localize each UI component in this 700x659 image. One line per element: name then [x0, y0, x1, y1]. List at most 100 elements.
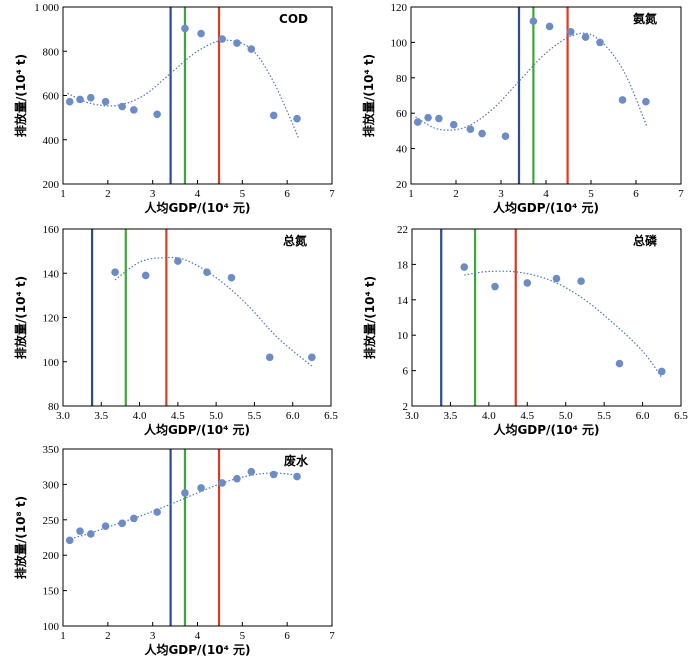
data-point-2	[76, 527, 84, 535]
fit-curve	[415, 32, 648, 131]
data-point-9	[545, 22, 554, 31]
data-point-4	[101, 97, 110, 106]
x-tick-label: 5.0	[559, 410, 573, 422]
x-tick-label: 3.0	[56, 410, 70, 422]
data-point-10	[566, 27, 575, 36]
y-tick-label: 80	[48, 401, 60, 413]
data-point-1	[460, 263, 469, 271]
data-point-9	[197, 29, 205, 38]
data-point-2	[141, 271, 150, 280]
y-tick-label: 20	[396, 179, 408, 191]
plot-frame	[410, 6, 682, 185]
x-tick-label: 4	[543, 188, 549, 200]
x-tick-label: 5	[240, 630, 246, 642]
x-tick-label: 4.0	[133, 410, 147, 422]
panel-title: COD	[279, 12, 308, 26]
data-point-3	[435, 114, 443, 123]
x-tick-label: 2	[105, 188, 111, 200]
data-point-7	[657, 367, 666, 376]
plot-frame	[411, 228, 682, 407]
y-axis-label: 排放量/(10⁸ t)	[13, 496, 28, 579]
x-tick-label: 5.5	[248, 410, 262, 422]
data-point-6	[130, 514, 138, 523]
panel-title: 总氮	[283, 233, 307, 248]
data-point-3	[86, 93, 95, 102]
data-point-13	[618, 96, 627, 104]
y-tick-label: 22	[397, 224, 408, 236]
data-point-7	[153, 508, 161, 516]
x-tick-label: 7	[678, 188, 684, 200]
x-tick-label: 4.0	[482, 410, 496, 422]
data-point-1	[65, 97, 74, 106]
y-tick-label: 60	[396, 108, 408, 120]
data-point-4	[203, 268, 211, 276]
y-tick-label: 10	[397, 330, 409, 342]
x-tick-label: 7	[329, 630, 335, 642]
data-point-11	[233, 474, 241, 483]
x-tick-label: 5	[588, 188, 594, 200]
y-tick-label: 350	[43, 444, 60, 456]
data-point-4	[101, 522, 110, 530]
x-tick-label: 3	[150, 188, 156, 200]
fit-curve	[114, 256, 313, 367]
x-tick-label: 4	[195, 630, 201, 642]
data-point-6	[265, 353, 274, 362]
y-axis-label: 排放量/(10⁴ t)	[362, 276, 377, 359]
x-tick-label: 2	[453, 188, 459, 200]
data-point-11	[581, 33, 590, 41]
x-tick-label: 4	[195, 188, 201, 200]
x-tick-label: 3	[150, 630, 156, 642]
y-tick-label: 400	[43, 135, 60, 147]
data-point-7	[153, 110, 161, 119]
x-tick-label: 3.5	[94, 410, 108, 422]
x-axis-label: 人均GDP/(10⁴ 元)	[493, 200, 599, 215]
data-point-8	[529, 17, 538, 25]
y-tick-label: 100	[43, 621, 60, 633]
panel-title: 总磷	[633, 233, 658, 248]
chart-panel-1: 1 2 3 4 5 6 7 200 400 600 800 1 000 COD 人均GDP/(10⁴ 元)…	[13, 2, 335, 215]
x-tick-label: 4.5	[171, 410, 185, 422]
data-point-1	[111, 268, 119, 276]
x-axis-label: 人均GDP/(10⁴ 元)	[144, 642, 250, 657]
chart-panel-4: 3.0 3.5 4.0 4.5 5.0 5.5 6.0 6.5 2 6 10 14 18 22 总磷人均GD…	[362, 224, 688, 437]
data-point-1	[413, 118, 422, 126]
plot-frame	[62, 448, 333, 627]
data-point-5	[118, 102, 126, 111]
y-axis-label: 排放量/(10⁴ t)	[13, 54, 28, 137]
y-tick-label: 200	[43, 179, 60, 191]
x-tick-label: 5.0	[209, 410, 223, 422]
x-axis-label: 人均GDP/(10⁴ 元)	[144, 200, 250, 215]
x-tick-label: 6.0	[286, 410, 300, 422]
data-point-13	[269, 111, 278, 120]
data-point-12	[247, 467, 256, 476]
chart-panel-3: 3.0 3.5 4.0 4.5 5.0 5.5 6.0 6.5 80 100 120 140 160 总氮…	[13, 224, 338, 437]
y-tick-label: 150	[43, 586, 60, 598]
data-point-2	[491, 282, 499, 291]
data-point-9	[197, 484, 205, 492]
data-point-4	[449, 120, 458, 129]
y-tick-label: 40	[396, 144, 408, 156]
x-tick-label: 5	[240, 188, 246, 200]
x-tick-label: 6.5	[674, 410, 688, 422]
fit-curve	[67, 39, 299, 138]
x-tick-label: 3.5	[444, 410, 458, 422]
x-tick-label: 3	[498, 188, 504, 200]
data-point-1	[65, 536, 74, 545]
data-point-12	[247, 45, 256, 53]
x-tick-label: 6	[284, 630, 290, 642]
data-point-2	[424, 113, 432, 122]
y-tick-label: 140	[43, 268, 60, 280]
data-point-7	[501, 132, 510, 141]
x-tick-label: 1	[408, 188, 414, 200]
x-tick-label: 3.0	[405, 410, 419, 422]
y-tick-label: 18	[397, 259, 409, 271]
x-tick-label: 2	[105, 630, 111, 642]
x-tick-label: 1	[60, 630, 66, 642]
y-tick-label: 800	[43, 46, 60, 58]
data-point-14	[642, 97, 650, 106]
data-point-6	[478, 129, 486, 138]
x-tick-label: 6	[633, 188, 639, 200]
y-axis-label: 排放量/(10⁴ t)	[13, 276, 28, 359]
y-tick-label: 300	[43, 479, 60, 491]
